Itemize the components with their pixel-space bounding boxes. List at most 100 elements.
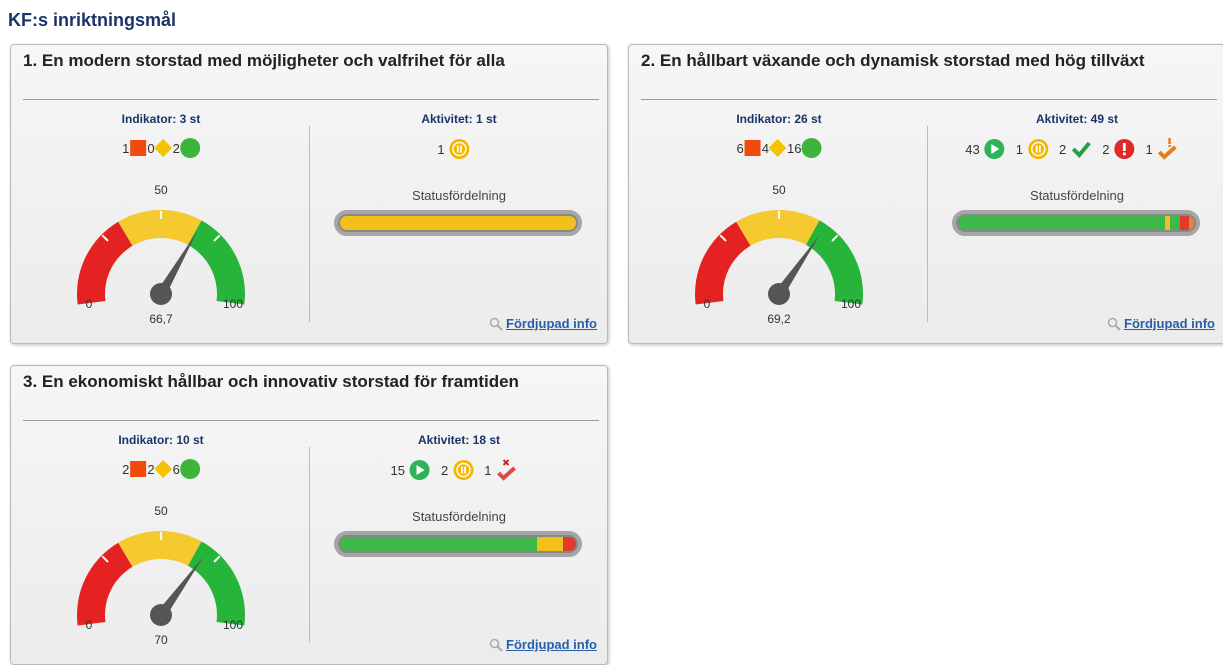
gauge-scale-label: 0: [86, 297, 93, 311]
gauge-tick: [101, 555, 109, 563]
activity-label: Aktivitet: 49 st: [1035, 112, 1119, 126]
gauge-scale-label: 50: [154, 183, 168, 197]
gauge-value: 66,7: [149, 312, 173, 326]
indicator-count: 1: [122, 140, 130, 156]
info-link-text[interactable]: Fördjupad info: [1124, 316, 1215, 331]
icon-part: [497, 466, 516, 481]
indicator-icon: [179, 459, 200, 479]
gauge-band: [77, 542, 133, 626]
info-link-text[interactable]: Fördjupad info: [506, 637, 597, 652]
indicator-count: 4: [761, 140, 769, 156]
gauge-tick: [101, 234, 109, 242]
icon-part: [1168, 145, 1172, 147]
divider: [23, 420, 599, 421]
status-segment: [340, 216, 576, 230]
icon-part: [460, 466, 463, 474]
gauge-scale-label: 0: [86, 618, 93, 632]
indicator-count: 2: [147, 461, 155, 477]
gauge-scale-label: 50: [154, 504, 168, 518]
status-icon: [1114, 139, 1135, 159]
activity-count: 1: [1015, 141, 1023, 157]
magnifier-icon: [489, 317, 503, 331]
divider: [309, 126, 310, 322]
gauge-band: [118, 209, 202, 246]
activity-count: 1: [437, 141, 445, 157]
info-link[interactable]: Fördjupad info: [489, 316, 597, 331]
indicator-counts: 2 2 6: [122, 459, 200, 479]
status-icon: [497, 459, 516, 481]
indicator-icon: [801, 138, 822, 158]
status-icon: [410, 460, 430, 480]
info-link[interactable]: Fördjupad info: [489, 637, 597, 652]
indicator-icon: [744, 140, 761, 156]
gauge-tick: [831, 234, 839, 242]
indicator-label: Indikator: 10 st: [118, 433, 204, 447]
status-bar: [952, 210, 1200, 236]
icon-part: [1035, 145, 1038, 153]
status-bar: [334, 210, 582, 236]
status-segment: [1179, 216, 1190, 230]
status-icon: [453, 460, 474, 480]
gauge-band: [736, 209, 820, 246]
activity-count: 2: [441, 462, 449, 478]
status-icon: [1158, 138, 1178, 160]
card-title: 2. En hållbart växande och dynamisk stor…: [641, 51, 1145, 70]
icon-part: [1038, 145, 1041, 153]
gauge-value: 69,2: [767, 312, 791, 326]
activity-count: 2: [1102, 141, 1110, 157]
status-icon: [449, 139, 470, 159]
activity-counts: 43 1 2 2 1: [965, 138, 1188, 160]
indicator-counts: 1 0 2: [122, 138, 200, 158]
activity-count: 1: [484, 462, 492, 478]
activity-label: Aktivitet: 1 st: [421, 112, 497, 126]
status-segment: [562, 537, 576, 551]
gauge-band: [118, 531, 202, 567]
gauge: 0 50 100 66,7: [77, 183, 245, 326]
icon-part: [417, 465, 425, 475]
indicator-icon: [130, 140, 147, 156]
gauge-needle: [156, 556, 204, 618]
icon-part: [1123, 143, 1126, 151]
activity-count: 43: [965, 141, 980, 157]
status-bar-inner: [340, 216, 576, 230]
indicator-icon: [154, 460, 173, 478]
gauge: 0 50 100 70: [77, 504, 245, 647]
activity-counts: 15 2 1: [391, 459, 528, 481]
activity-label: Aktivitet: 18 st: [417, 433, 501, 447]
status-segment: [340, 537, 537, 551]
info-link[interactable]: Fördjupad info: [1107, 316, 1215, 331]
activity-count: 1: [1145, 141, 1153, 157]
indicator-label: Indikator: 3 st: [121, 112, 201, 126]
gauge-band: [187, 220, 245, 305]
gauge-hub: [150, 283, 172, 305]
status-segment: [1165, 216, 1170, 230]
gauge-band: [805, 220, 863, 305]
gauge-scale-label: 100: [841, 297, 861, 311]
status-bar-inner: [958, 216, 1194, 230]
card: 2. En hållbart växande och dynamisk stor…: [628, 44, 1223, 344]
divider: [309, 447, 310, 643]
status-icon: [984, 139, 1005, 159]
indicator-count: 0: [147, 140, 155, 156]
status-segment: [1189, 216, 1194, 230]
gauge: 0 50 100 69,2: [695, 183, 863, 326]
status-segment: [536, 537, 563, 551]
status-icon: [1071, 141, 1091, 158]
gauge-band: [187, 541, 245, 626]
status-bar: [334, 531, 582, 557]
icon-part: [452, 141, 467, 157]
gauge-tick: [213, 555, 221, 563]
gauge-scale-label: 100: [223, 618, 243, 632]
divider: [23, 99, 599, 100]
gauge-tick: [213, 234, 221, 242]
gauge-tick: [719, 234, 727, 242]
icon-part: [463, 466, 466, 474]
card: 1. En modern storstad med möjligheter oc…: [10, 44, 608, 344]
gauge-needle: [156, 231, 198, 297]
icon-part: [991, 144, 1000, 154]
indicator-icon: [769, 139, 787, 157]
card-title: 3. En ekonomiskt hållbar och innovativ s…: [23, 372, 519, 391]
info-link-text[interactable]: Fördjupad info: [506, 316, 597, 331]
page-title: KF:s inriktningsmål: [8, 10, 177, 30]
